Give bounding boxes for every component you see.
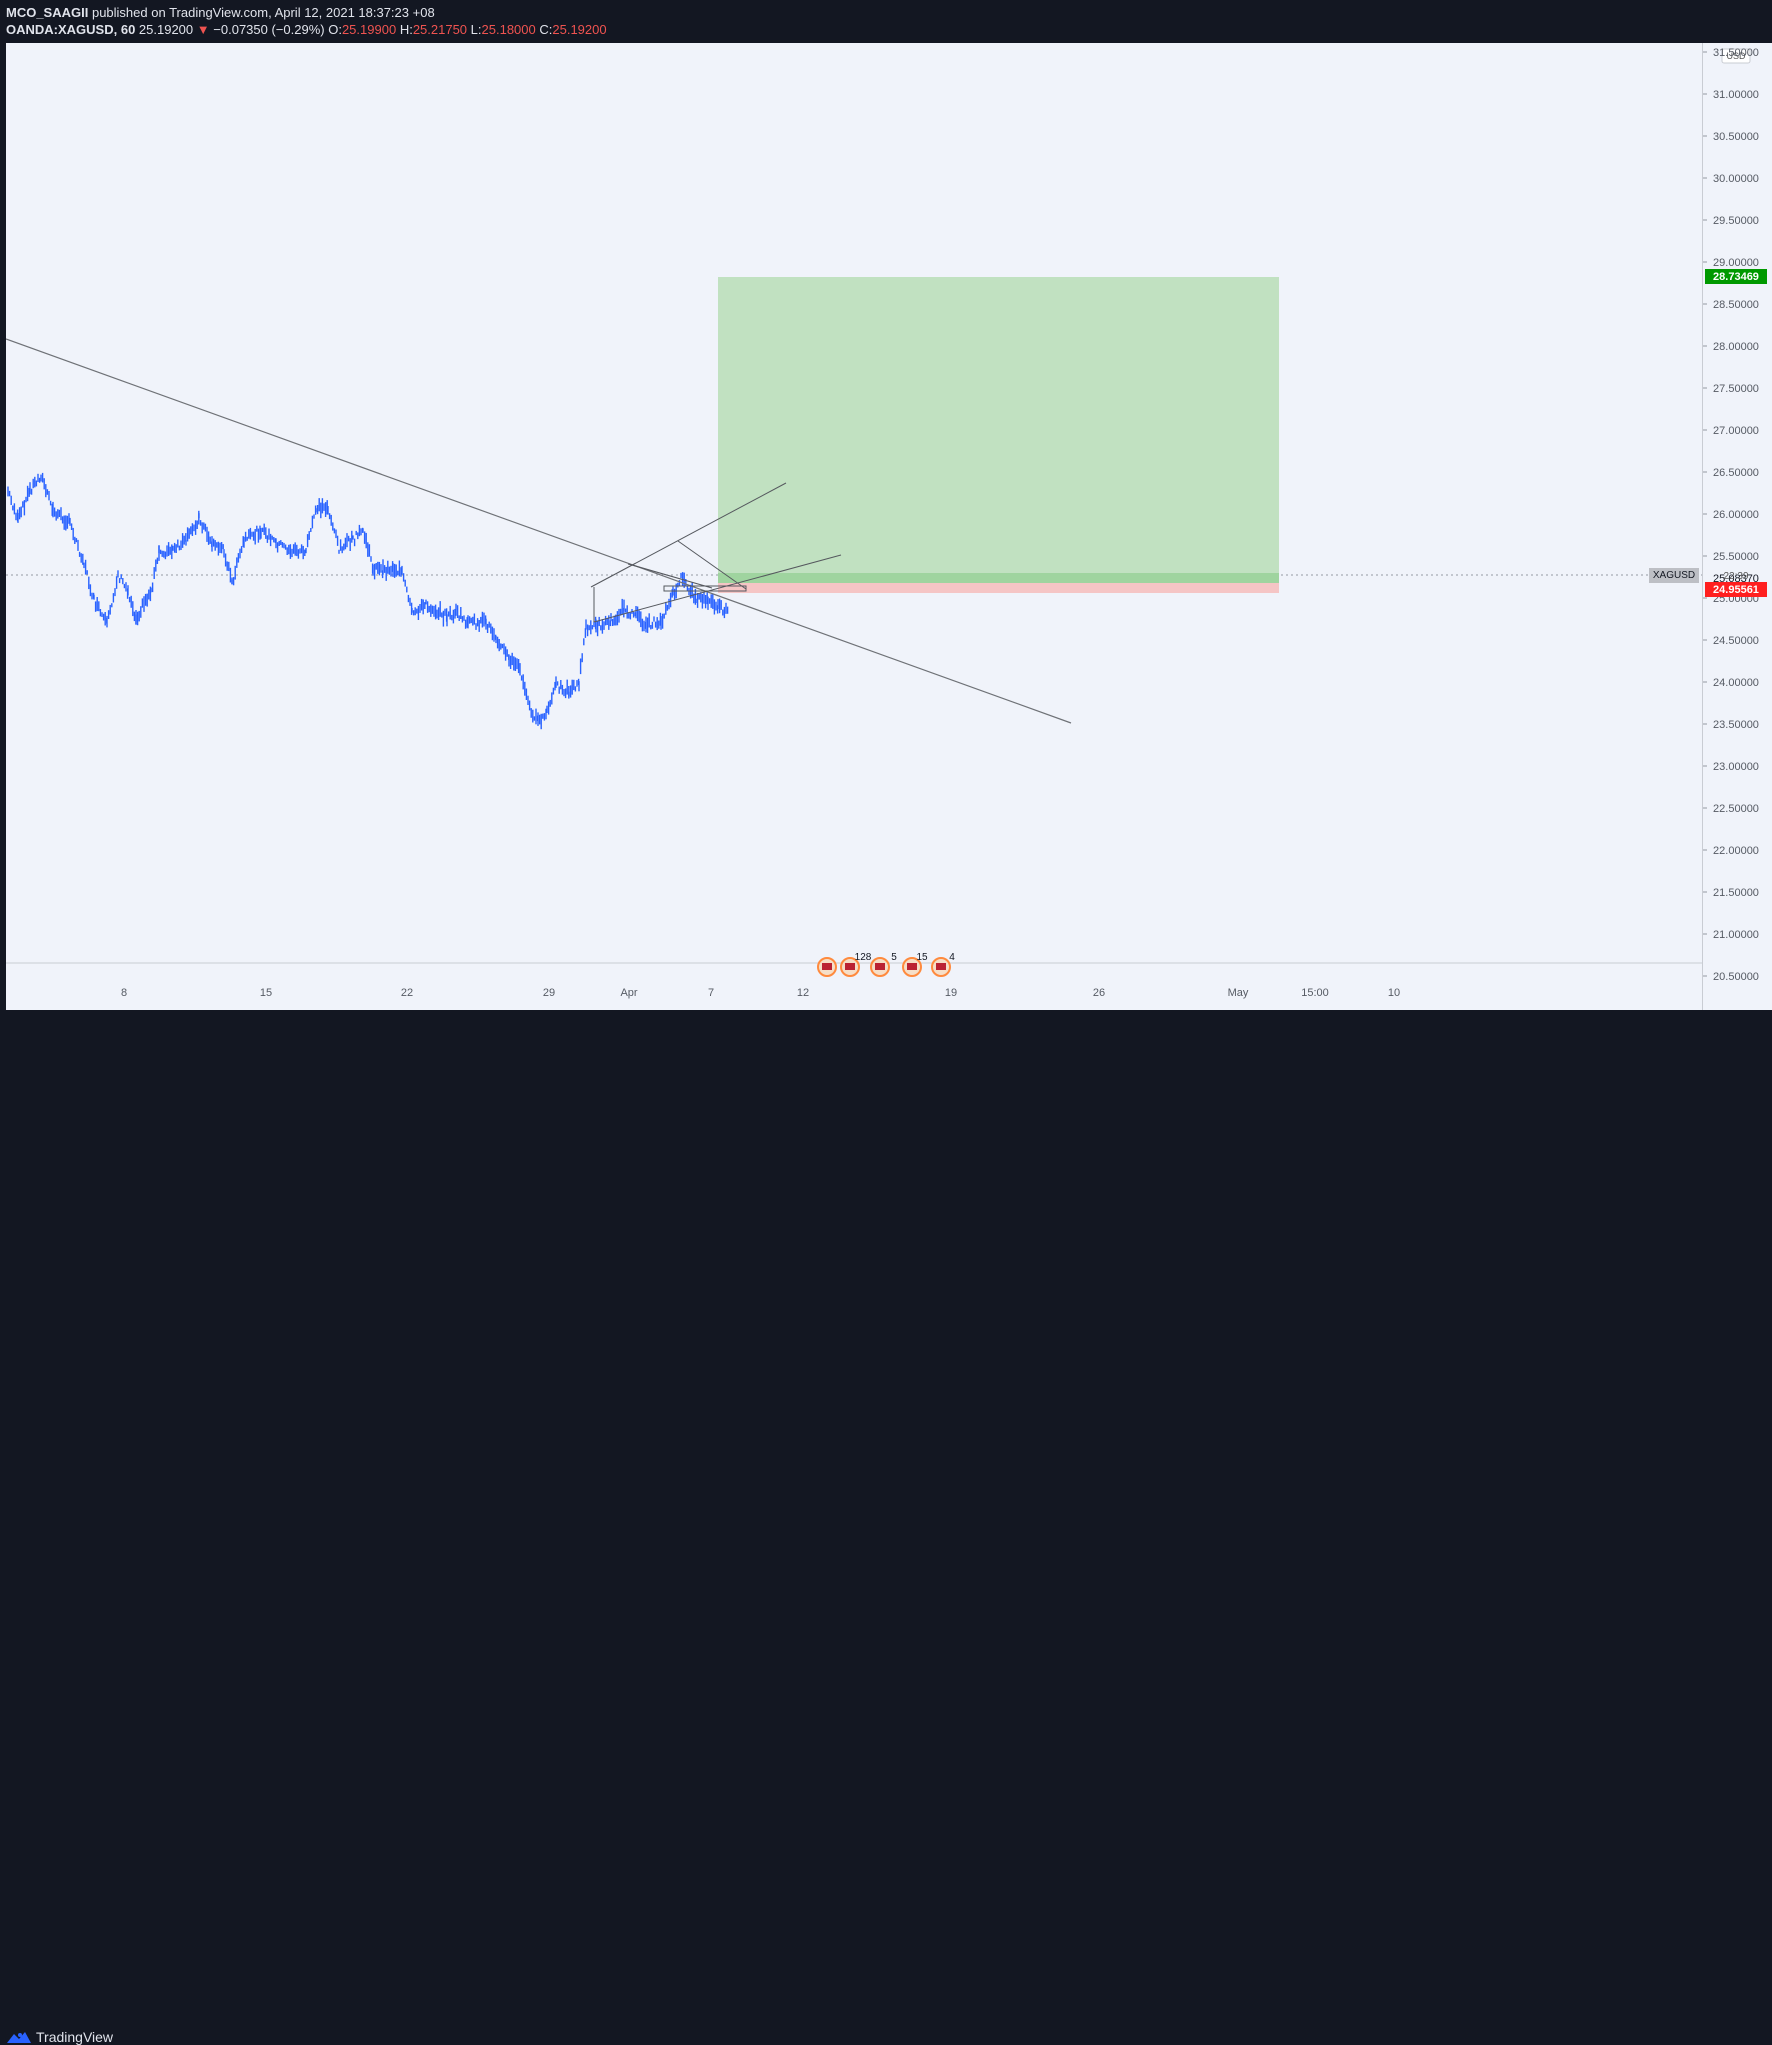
currency-label: USD — [1726, 51, 1746, 61]
author-name[interactable]: MCO_SAAGII — [6, 5, 89, 20]
stop-price-label: 24.95561 — [1713, 584, 1759, 596]
flag-stripes — [822, 963, 832, 970]
price-tick-label: 27.50000 — [1713, 383, 1759, 395]
target-price-label: 28.73469 — [1713, 271, 1759, 283]
price-tick-label: 29.50000 — [1713, 215, 1759, 227]
time-tick-label: 12 — [797, 987, 809, 999]
price-tick-label: 31.00000 — [1713, 89, 1759, 101]
last-price: 25.19200 — [138, 22, 194, 37]
time-tick-label: 26 — [1093, 987, 1105, 999]
price-axis[interactable]: USD 31.50000 31.00000 30.50000 30.00000 29.5… — [1702, 43, 1772, 1010]
price-ticks: 31.50000 31.00000 30.50000 30.00000 29.50000… — [1703, 47, 1759, 983]
event-count: 15 — [916, 952, 928, 963]
price-tick-label: 23.50000 — [1713, 719, 1759, 731]
entry-band — [718, 573, 1279, 583]
time-tick-label: 15 — [260, 987, 272, 999]
close-value: 25.19200 — [552, 22, 607, 37]
time-tick-label: 19 — [945, 987, 957, 999]
price-tick-label: 30.00000 — [1713, 173, 1759, 185]
candle-series — [7, 472, 729, 730]
event-count: 4 — [949, 952, 955, 963]
symbol-tag-label: XAGUSD — [1652, 570, 1696, 581]
price-tick-label: 27.00000 — [1713, 425, 1759, 437]
time-tick-label: 10 — [1388, 987, 1400, 999]
price-tick-label: 30.50000 — [1713, 131, 1759, 143]
price-tick-label: 29.00000 — [1713, 257, 1759, 269]
chart-canvas[interactable]: 8 15 22 29 Apr 7 12 19 26 May 15:00 10 128 5 15 4 — [6, 43, 1702, 1010]
high-label: H: — [399, 22, 413, 37]
down-arrow-icon: ▼ — [196, 22, 210, 37]
price-tick-label: 21.00000 — [1713, 929, 1759, 941]
price-tick-label: 26.00000 — [1713, 509, 1759, 521]
price-tick-label: 24.50000 — [1713, 635, 1759, 647]
triangle-upper-edge[interactable] — [627, 563, 713, 589]
time-axis[interactable]: 8 15 22 29 Apr 7 12 19 26 May 15:00 10 — [121, 987, 1400, 999]
stop-zone[interactable] — [718, 583, 1279, 593]
wedge-upper-line[interactable] — [590, 482, 787, 588]
descending-trendline[interactable] — [6, 338, 1072, 724]
chart-pane[interactable]: 8 15 22 29 Apr 7 12 19 26 May 15:00 10 128 5 15 4 — [6, 43, 1702, 1010]
flag-stripes — [845, 963, 855, 970]
target-zone[interactable] — [718, 277, 1279, 573]
time-tick-label: 8 — [121, 987, 127, 999]
price-tick-label: 28.50000 — [1713, 299, 1759, 311]
event-count: 5 — [891, 952, 897, 963]
time-tick-label: 22 — [401, 987, 413, 999]
low-value: 25.18000 — [481, 22, 536, 37]
price-tick-label: 26.50000 — [1713, 467, 1759, 479]
flag-stripes — [936, 963, 946, 970]
currency-badge[interactable] — [1721, 48, 1751, 64]
close-label: C: — [539, 22, 553, 37]
brand-name: TradingView — [36, 2029, 114, 2045]
stop-price-tag — [1705, 582, 1767, 597]
economic-events[interactable]: 128 5 15 4 — [817, 952, 955, 977]
high-value: 25.21750 — [412, 22, 468, 37]
low-label: L: — [470, 22, 482, 37]
tradingview-logo-icon — [7, 2032, 31, 2043]
footer: TradingView — [0, 1010, 1772, 2045]
triangle-right-edge[interactable] — [677, 540, 747, 590]
wedge-lower-line[interactable] — [593, 554, 842, 623]
price-tick-label: 22.50000 — [1713, 803, 1759, 815]
flag-stripes — [907, 963, 917, 970]
price-change: −0.07350 (−0.29%) — [213, 22, 325, 37]
price-tick-label: 20.50000 — [1713, 971, 1759, 983]
price-axis-canvas[interactable]: USD 31.50000 31.00000 30.50000 30.00000 29.5… — [1703, 43, 1772, 1010]
time-tick-label: 15:00 — [1301, 987, 1329, 999]
time-tick-label: 7 — [708, 987, 714, 999]
price-tick-label: 28.00000 — [1713, 341, 1759, 353]
price-tick-label: 31.50000 — [1713, 47, 1759, 59]
publish-info: MCO_SAAGII published on TradingView.com,… — [6, 5, 435, 20]
time-tick-label: 29 — [543, 987, 555, 999]
publish-text: published on TradingView.com, April 12, … — [91, 5, 435, 20]
price-tick-label: 24.00000 — [1713, 677, 1759, 689]
symbol-info: OANDA:XAGUSD, 60 25.19200 ▼ −0.07350 (−0… — [6, 22, 607, 37]
open-value: 25.19900 — [341, 22, 397, 37]
target-price-tag — [1705, 269, 1767, 284]
chart-header: MCO_SAAGII published on TradingView.com,… — [0, 0, 1772, 43]
time-tick-label: Apr — [620, 987, 637, 999]
price-tick-label: 23.00000 — [1713, 761, 1759, 773]
symbol-label[interactable]: OANDA:XAGUSD, 60 — [6, 22, 136, 37]
open-label: O: — [328, 22, 342, 37]
countdown-label: 22:39 — [1723, 571, 1748, 582]
price-tick-label: 22.00000 — [1713, 845, 1759, 857]
symbol-tag: XAGUSD — [1649, 568, 1699, 583]
tradingview-logo[interactable]: TradingView — [6, 2029, 113, 2045]
event-count: 128 — [855, 952, 872, 963]
current-price-label: 25.08370 — [1713, 573, 1759, 585]
price-tick-label: 21.50000 — [1713, 887, 1759, 899]
price-tick-label: 25.50000 — [1713, 551, 1759, 563]
flag-stripes — [875, 963, 885, 970]
time-tick-label: May — [1228, 987, 1249, 999]
range-box[interactable] — [663, 585, 747, 592]
